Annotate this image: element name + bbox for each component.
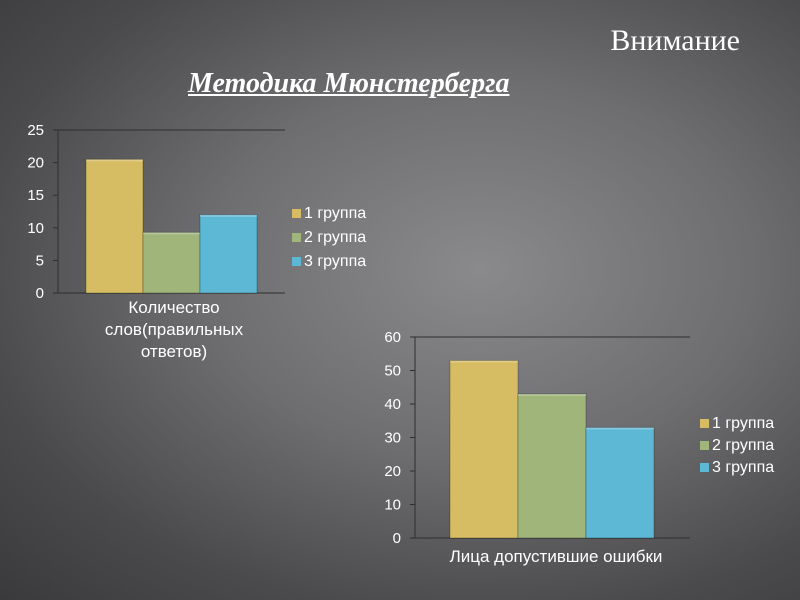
- legend-swatch-1: [700, 419, 709, 428]
- y-tick-label: 10: [27, 220, 44, 237]
- legend-swatch-2: [292, 233, 301, 242]
- y-tick-label: 15: [27, 187, 44, 204]
- y-tick-label: 25: [27, 122, 44, 139]
- bar-highlight: [200, 214, 257, 217]
- bar-series-2: [517, 393, 587, 539]
- legend-swatch-2: [700, 441, 709, 450]
- legend-label-3: 3 группа: [304, 253, 366, 270]
- legend-swatch-1: [292, 209, 301, 218]
- slide-title: Внимание: [610, 24, 740, 57]
- bar-series-1: [85, 158, 144, 294]
- legend-swatch-3: [700, 463, 709, 472]
- y-tick-label: 20: [27, 155, 44, 172]
- y-tick-label: 60: [384, 329, 401, 346]
- bar-chart-errors: 0 10 20 30 40 50 60 Лица допустившие ошибки 1 гр…: [384, 329, 774, 566]
- legend-swatch-3: [292, 257, 301, 266]
- category-label: Количество слов(правильных ответов): [105, 298, 244, 361]
- y-tick-label: 20: [384, 463, 401, 480]
- y-tick-label: 0: [393, 530, 401, 547]
- legend-label-2: 2 группа: [304, 229, 366, 246]
- y-tick-label: 10: [384, 497, 401, 514]
- category-label-line: ответов): [141, 342, 207, 361]
- category-label: Лица допустившие ошибки: [450, 547, 663, 566]
- legend-label-3: 3 группа: [712, 459, 774, 476]
- legend-label-1: 1 группа: [304, 205, 366, 222]
- bar-highlight: [586, 427, 654, 430]
- slide-subtitle: Методика Мюнстерберга: [188, 68, 510, 99]
- bar-highlight: [86, 159, 143, 162]
- bar-series-2: [142, 231, 201, 294]
- category-label-line: слов(правильных: [105, 320, 244, 339]
- bar-highlight: [143, 232, 200, 235]
- y-tick-label: 40: [384, 396, 401, 413]
- bar-series-3: [585, 426, 655, 539]
- y-tick-label: 30: [384, 430, 401, 447]
- category-label-line: Количество: [128, 298, 219, 317]
- bar-highlight: [518, 393, 586, 396]
- legend-label-1: 1 группа: [712, 415, 774, 432]
- y-tick-label: 5: [36, 252, 44, 269]
- legend-label-2: 2 группа: [712, 437, 774, 454]
- y-tick-label: 50: [384, 363, 401, 380]
- bar-highlight: [450, 360, 518, 363]
- bar-chart-word-count: 0 5 10 15 20 25 Количество слов(правильных ответ…: [27, 122, 366, 361]
- bar-series-3: [199, 214, 258, 294]
- y-tick-label: 0: [36, 285, 44, 302]
- bar-series-1: [449, 359, 519, 539]
- category-label-line: Лица допустившие ошибки: [450, 547, 663, 566]
